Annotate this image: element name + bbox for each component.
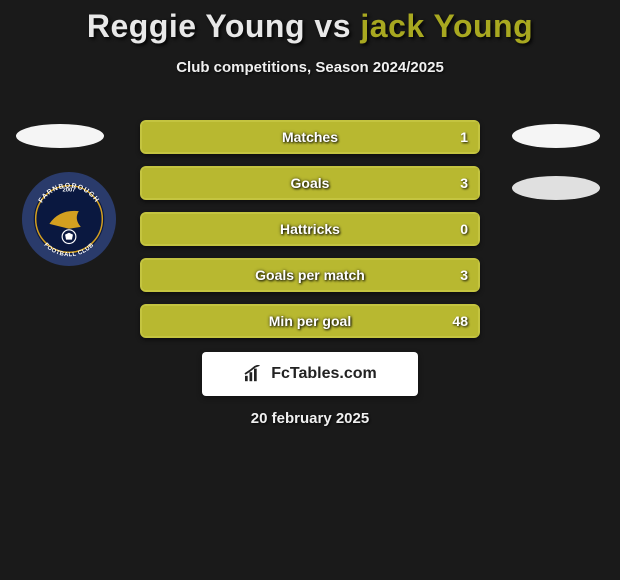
stat-row: Goals 3 <box>140 166 480 200</box>
player2-name: jack Young <box>360 8 533 44</box>
stat-label: Matches <box>142 122 478 152</box>
vs-text: vs <box>314 8 351 44</box>
stat-row: Hattricks 0 <box>140 212 480 246</box>
credit-text: FcTables.com <box>271 365 377 383</box>
stat-label: Goals <box>142 168 478 198</box>
player2-avatar-placeholder <box>512 124 600 148</box>
stat-value: 3 <box>460 168 468 198</box>
date-text: 20 february 2025 <box>0 410 620 427</box>
player1-avatar-placeholder <box>16 124 104 148</box>
stats-rows: Matches 1 Goals 3 Hattricks 0 Goals per … <box>140 120 480 350</box>
stat-row: Min per goal 48 <box>140 304 480 338</box>
comparison-title: Reggie Young vs jack Young <box>0 0 620 45</box>
credit-badge[interactable]: FcTables.com <box>202 352 418 396</box>
player2-club-placeholder <box>512 176 600 200</box>
stat-value: 3 <box>460 260 468 290</box>
stat-label: Min per goal <box>142 306 478 336</box>
stat-label: Goals per match <box>142 260 478 290</box>
stat-row: Goals per match 3 <box>140 258 480 292</box>
stat-label: Hattricks <box>142 214 478 244</box>
farnborough-badge-icon: FARNBOROUGH FOOTBALL CLUB 2007 <box>20 170 118 268</box>
svg-text:2007: 2007 <box>62 188 76 194</box>
chart-icon <box>243 365 265 383</box>
subtitle: Club competitions, Season 2024/2025 <box>0 59 620 76</box>
player1-name: Reggie Young <box>87 8 305 44</box>
club-badge: FARNBOROUGH FOOTBALL CLUB 2007 <box>20 170 118 268</box>
stat-value: 1 <box>460 122 468 152</box>
stat-row: Matches 1 <box>140 120 480 154</box>
stat-value: 48 <box>452 306 468 336</box>
stat-value: 0 <box>460 214 468 244</box>
